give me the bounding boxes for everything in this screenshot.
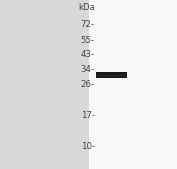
- Text: 43-: 43-: [81, 50, 95, 59]
- Text: kDa: kDa: [78, 3, 95, 12]
- Bar: [88, 0, 177, 169]
- Text: 26-: 26-: [81, 80, 95, 89]
- Bar: [98, 75, 126, 76]
- Text: 17-: 17-: [81, 111, 95, 120]
- Text: 55-: 55-: [81, 36, 95, 45]
- Text: 72-: 72-: [81, 20, 95, 29]
- Text: 10-: 10-: [81, 142, 95, 151]
- Text: 34-: 34-: [81, 65, 95, 74]
- Bar: [96, 72, 127, 78]
